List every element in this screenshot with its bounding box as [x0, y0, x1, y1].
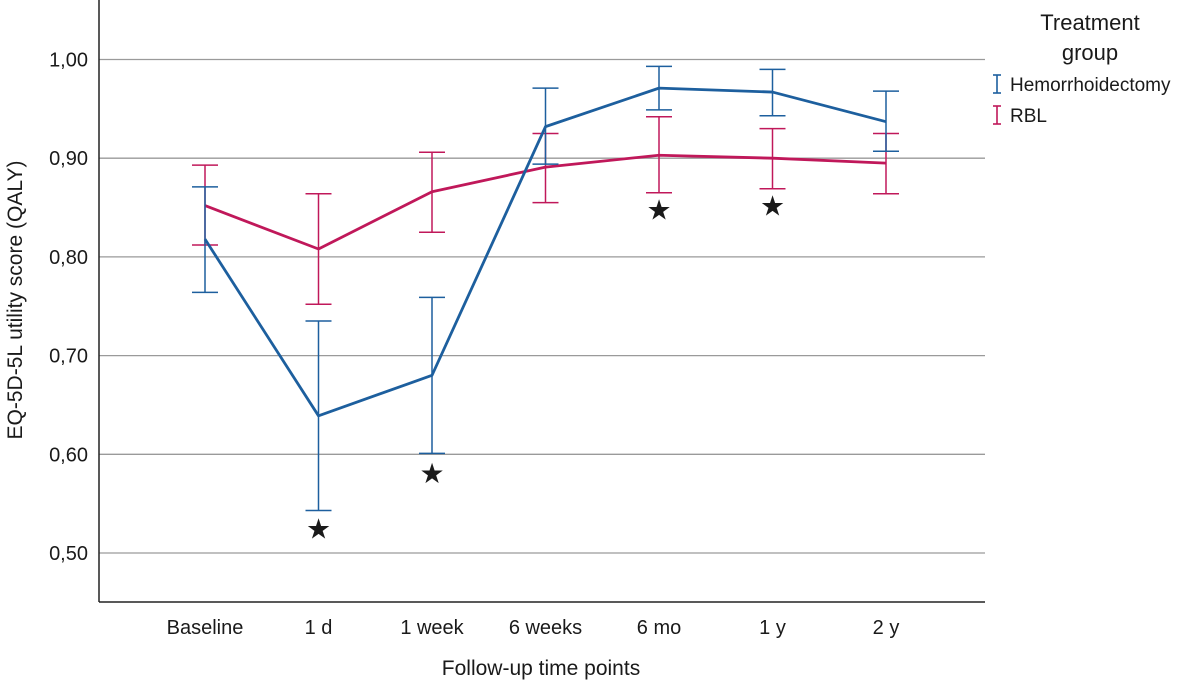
significance-markers: ★ ★ ★ ★	[306, 191, 785, 545]
gridlines	[99, 58, 985, 554]
legend-title-line1: Treatment	[1040, 10, 1139, 35]
series-line	[204, 153, 887, 251]
series-group	[192, 65, 899, 512]
series-line	[203, 86, 887, 418]
x-tick-label: 1 y	[759, 617, 786, 639]
legend: Treatment group Hemorrhoidectomy RBL	[993, 10, 1171, 127]
series-rbl	[192, 115, 899, 306]
axes	[98, 0, 985, 603]
x-tick-labels: Baseline 1 d 1 week 6 weeks 6 mo 1 y 2 y	[167, 617, 900, 639]
significance-star: ★	[760, 191, 785, 222]
x-axis-title: Follow-up time points	[442, 657, 640, 680]
legend-entry: RBL	[993, 105, 1047, 127]
legend-entry: Hemorrhoidectomy	[993, 74, 1171, 96]
x-tick-label: Baseline	[167, 617, 244, 639]
x-tick-label: 6 mo	[637, 617, 681, 639]
x-tick-label: 2 y	[873, 617, 900, 639]
y-tick-labels: 0,50 0,60 0,70 0,80 0,90 1,00	[49, 50, 88, 566]
y-tick-label: 1,00	[49, 50, 88, 72]
y-tick-label: 0,90	[49, 148, 88, 170]
x-tick-label: 6 weeks	[509, 617, 582, 639]
y-tick-label: 0,60	[49, 444, 88, 466]
legend-title-line2: group	[1062, 40, 1118, 65]
y-tick-label: 0,70	[49, 346, 88, 368]
y-axis-title: EQ-5D-5L utility score (QALY)	[4, 161, 27, 440]
legend-label: Hemorrhoidectomy	[1010, 75, 1171, 96]
significance-star: ★	[306, 513, 331, 544]
x-tick-label: 1 week	[400, 617, 464, 639]
legend-label: RBL	[1010, 106, 1047, 127]
y-tick-label: 0,80	[49, 247, 88, 269]
x-tick-label: 1 d	[305, 617, 333, 639]
series-hemorrhoidectomy	[192, 65, 899, 512]
significance-star: ★	[646, 195, 671, 226]
y-tick-label: 0,50	[49, 543, 88, 565]
significance-star: ★	[419, 458, 444, 489]
